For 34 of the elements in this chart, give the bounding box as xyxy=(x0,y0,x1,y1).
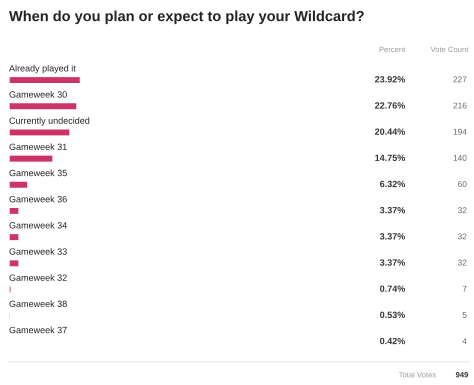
data-label: 20.44% xyxy=(374,128,406,135)
data-label: 3.37% xyxy=(380,259,406,266)
y-tick-label: Already played it xyxy=(9,64,76,74)
data-label: 14.75% xyxy=(375,154,406,162)
data-label: 0.42% xyxy=(380,338,406,344)
data-label: 3.37% xyxy=(380,206,406,214)
y-tick-label: Gameweek 36 xyxy=(9,196,67,202)
data-label: 23.92% xyxy=(374,76,406,83)
y-tick-label: Gameweek 34 xyxy=(9,222,67,229)
text: 227 xyxy=(453,76,466,82)
text: 32 xyxy=(458,260,466,266)
y-tick-label: Gameweek 33 xyxy=(9,248,67,255)
text: 7 xyxy=(462,286,466,292)
data-label: 6.32% xyxy=(380,180,406,188)
y-tick-label: Gameweek 32 xyxy=(9,274,67,281)
text: 32 xyxy=(458,207,466,214)
text: 216 xyxy=(453,102,467,108)
y-tick-label: Gameweek 30 xyxy=(9,91,67,98)
y-tick-label: Gameweek 35 xyxy=(9,170,67,176)
text: 32 xyxy=(458,233,466,240)
data-label: 3.37% xyxy=(380,233,406,240)
text: When do you plan or expect to play your Wildcard? xyxy=(9,10,364,24)
text: 60 xyxy=(458,181,467,188)
text: 5 xyxy=(462,312,467,318)
y-tick-label: Gameweek 37 xyxy=(9,326,67,334)
data-label: 0.74% xyxy=(380,285,406,292)
data-label: 0.53% xyxy=(380,312,406,318)
y-tick-label: Currently undecided xyxy=(9,117,90,126)
text: 4 xyxy=(462,338,467,344)
text: 140 xyxy=(454,154,467,161)
y-tick-label: Gameweek 31 xyxy=(9,143,67,150)
data-label: 22.76% xyxy=(374,102,406,109)
y-tick-label: Gameweek 38 xyxy=(9,300,67,308)
text: 194 xyxy=(454,128,467,135)
